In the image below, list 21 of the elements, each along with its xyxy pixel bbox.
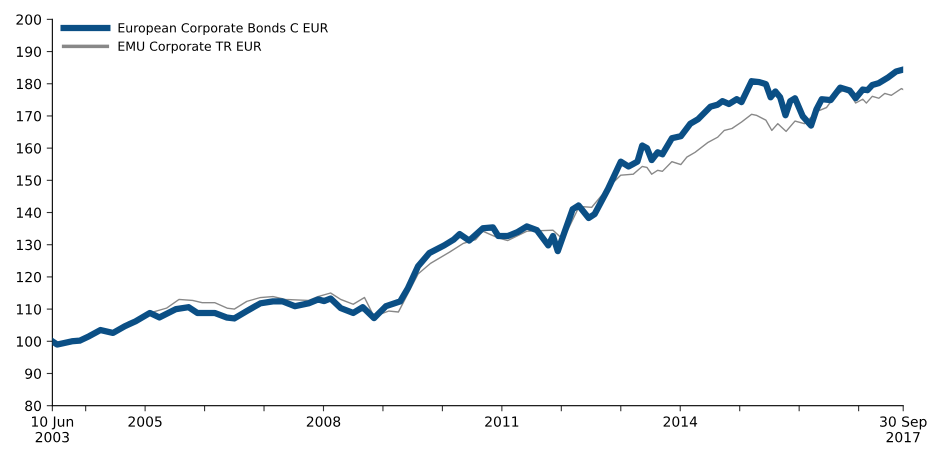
x-tick-label: 2008 [306, 416, 340, 427]
x-tick-label: 30 Sep 2017 [880, 416, 927, 442]
y-tick-label: 160 [16, 143, 42, 154]
y-tick-label: 100 [16, 336, 42, 347]
y-tick-label: 150 [16, 175, 42, 186]
y-tick-label: 140 [16, 207, 42, 218]
legend-label: EMU Corporate TR EUR [118, 41, 262, 54]
x-tick-label: 10 Jun 2003 [32, 416, 74, 442]
y-tick-label: 170 [16, 110, 42, 122]
y-tick-label: 80 [25, 400, 42, 412]
y-tick-label: 200 [16, 14, 42, 25]
y-tick-label: 110 [16, 304, 42, 315]
y-tick-label: 180 [16, 78, 42, 90]
y-tick-label: 120 [16, 272, 42, 282]
x-tick-label: 2011 [485, 416, 518, 427]
y-tick-label: 90 [25, 368, 42, 379]
y-tick-label: 130 [16, 240, 42, 250]
x-tick-label: 2005 [128, 416, 162, 427]
legend-label: European Corporate Bonds C EUR [118, 22, 328, 35]
y-tick-label: 190 [16, 46, 42, 58]
x-tick-label: 2014 [664, 416, 698, 427]
